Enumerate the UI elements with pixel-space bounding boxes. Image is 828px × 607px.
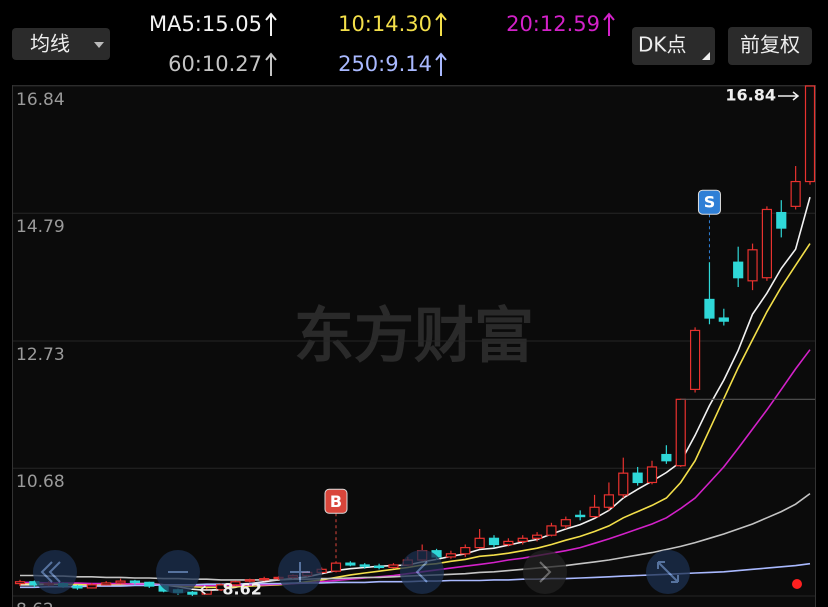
min-arrow [199,585,219,595]
candle-body [546,525,557,536]
candle-body [460,547,471,555]
nav-left[interactable] [400,550,444,594]
candle-body [345,562,356,566]
fq-button[interactable]: 前复权 [728,27,812,65]
legend-entry: 250:9.14 [338,52,432,76]
signal-badge [324,488,348,514]
candle-body [72,585,83,589]
candle-body [531,534,543,539]
nav-overlay [33,550,690,594]
candle-body [230,581,241,586]
nav-zoom-out[interactable] [156,550,200,594]
candle-body [618,472,629,496]
legend-arrow [435,52,447,76]
candle-body [14,581,26,585]
y-tick-label: 14.79 [16,217,65,237]
candle-body [704,298,715,319]
dropdown-arrow [94,42,104,48]
candle-body [373,565,385,569]
candle-body [101,582,112,586]
candle-body [632,472,643,484]
status-dot [792,579,802,589]
nav-fullscreen[interactable] [646,550,690,594]
candle-body [244,579,255,582]
y-tick-label: 8.62 [16,600,54,607]
candle-body [790,180,801,207]
legend-arrow [265,52,277,76]
candle-body [733,261,744,279]
plot-frame [12,85,816,607]
nav-rewind[interactable] [33,550,77,594]
candle-body [661,453,672,462]
candle-body [86,584,97,589]
max-arrow [778,91,800,101]
candle-body [187,591,198,595]
dk-button[interactable]: DK点 [632,27,715,65]
candle-body [761,208,773,279]
nav-zoom-in[interactable] [278,550,322,594]
fq-button-bg [728,27,812,65]
legend-entry: MA5:15.05 [149,12,262,36]
candle-body [388,564,399,569]
y-tick-label: 10.68 [16,472,65,492]
ma-button-bg [12,28,110,60]
candle-body [359,564,370,567]
corner-arrow [702,52,710,60]
legend-entry: 10:14.30 [338,12,432,36]
watermark: 东方财富 [294,302,534,372]
candle-body [517,537,528,543]
nav-right[interactable] [523,550,567,594]
legend-arrow [603,12,615,36]
legend-arrow [435,12,447,36]
candle-body [215,584,227,591]
fq-button-label: 前复权 [740,33,800,57]
legend-entry: 60:10.27 [168,52,262,76]
candle-body [575,514,586,518]
candle-body [675,398,686,467]
candle-body [488,537,500,546]
candle-body [718,317,729,322]
candle-body [747,249,758,282]
legend-entry: 20:12.59 [506,12,600,36]
candle-body [603,494,615,508]
max-label: 16.84 [725,86,776,105]
y-tick-label: 12.73 [16,345,65,365]
candle-body [804,85,816,183]
candle-body [689,329,701,390]
y-tick-label: 16.84 [16,90,65,110]
signal-badge [697,189,721,215]
candle-body [776,211,787,229]
candle-body [646,466,658,484]
candle-body [330,562,342,572]
candle-body [144,581,155,587]
candle-body [115,580,126,584]
candle-body [560,519,571,527]
min-label: 8.62 [222,580,261,599]
candle-body [503,540,514,546]
dk-button-label: DK点 [638,33,687,57]
ma-button-label: 均线 [30,32,70,56]
signal-label: S [704,193,716,212]
dk-button-bg [632,27,715,65]
legend-arrow [265,12,277,36]
candle-body [129,580,141,583]
candle-body [474,537,485,549]
candle-body [259,578,270,581]
candle-body [589,506,600,518]
ma-button[interactable]: 均线 [12,28,110,60]
candle-body [445,553,457,558]
signal-label: B [330,492,342,511]
